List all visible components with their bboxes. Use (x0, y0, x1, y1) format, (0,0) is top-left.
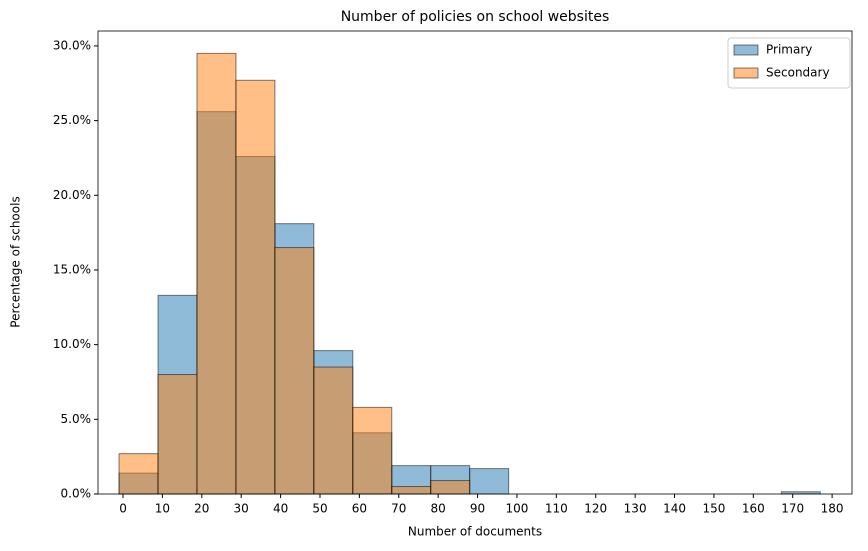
x-tick-label: 110 (545, 502, 568, 516)
x-tick-label: 70 (391, 502, 406, 516)
y-tick-label: 5.0% (61, 412, 92, 426)
histogram-bar (352, 406, 393, 495)
histogram-bar (235, 79, 276, 495)
histogram-bar (196, 52, 237, 495)
histogram-bar (118, 453, 159, 495)
x-tick-label: 90 (470, 502, 485, 516)
x-tick-label: 80 (431, 502, 446, 516)
histogram-bar (313, 366, 354, 495)
x-tick-label: 170 (781, 502, 804, 516)
legend-label: Secondary (766, 66, 830, 80)
x-tick-label: 120 (584, 502, 607, 516)
legend-label: Primary (766, 43, 812, 57)
x-tick-label: 30 (234, 502, 249, 516)
x-tick-label: 160 (742, 502, 765, 516)
x-tick-label: 50 (312, 502, 327, 516)
legend-swatch (733, 67, 759, 79)
x-tick-label: 0 (119, 502, 127, 516)
y-tick-label: 15.0% (53, 262, 91, 276)
histogram-bar (157, 374, 198, 495)
legend-swatch (733, 44, 759, 56)
x-tick-label: 150 (702, 502, 725, 516)
y-tick-label: 10.0% (53, 337, 91, 351)
y-tick-label: 25.0% (53, 113, 91, 127)
y-tick-label: 0.0% (61, 487, 92, 501)
x-tick-label: 100 (506, 502, 529, 516)
y-tick-label: 20.0% (53, 188, 91, 202)
histogram-bar (391, 486, 432, 495)
x-tick-label: 40 (273, 502, 288, 516)
x-tick-label: 130 (624, 502, 647, 516)
histogram-bar (469, 468, 510, 495)
histogram-bar (274, 247, 315, 495)
x-tick-label: 140 (663, 502, 686, 516)
plot-frame (97, 30, 853, 495)
histogram-bar (430, 480, 471, 495)
x-tick-label: 10 (155, 502, 170, 516)
x-tick-label: 20 (194, 502, 209, 516)
y-tick-label: 30.0% (53, 38, 91, 52)
y-axis-label: Percentage of schools (9, 196, 23, 327)
chart-title: Number of policies on school websites (341, 9, 610, 25)
x-axis-label: Number of documents (408, 525, 542, 539)
x-tick-label: 60 (352, 502, 367, 516)
x-tick-label: 180 (821, 502, 844, 516)
